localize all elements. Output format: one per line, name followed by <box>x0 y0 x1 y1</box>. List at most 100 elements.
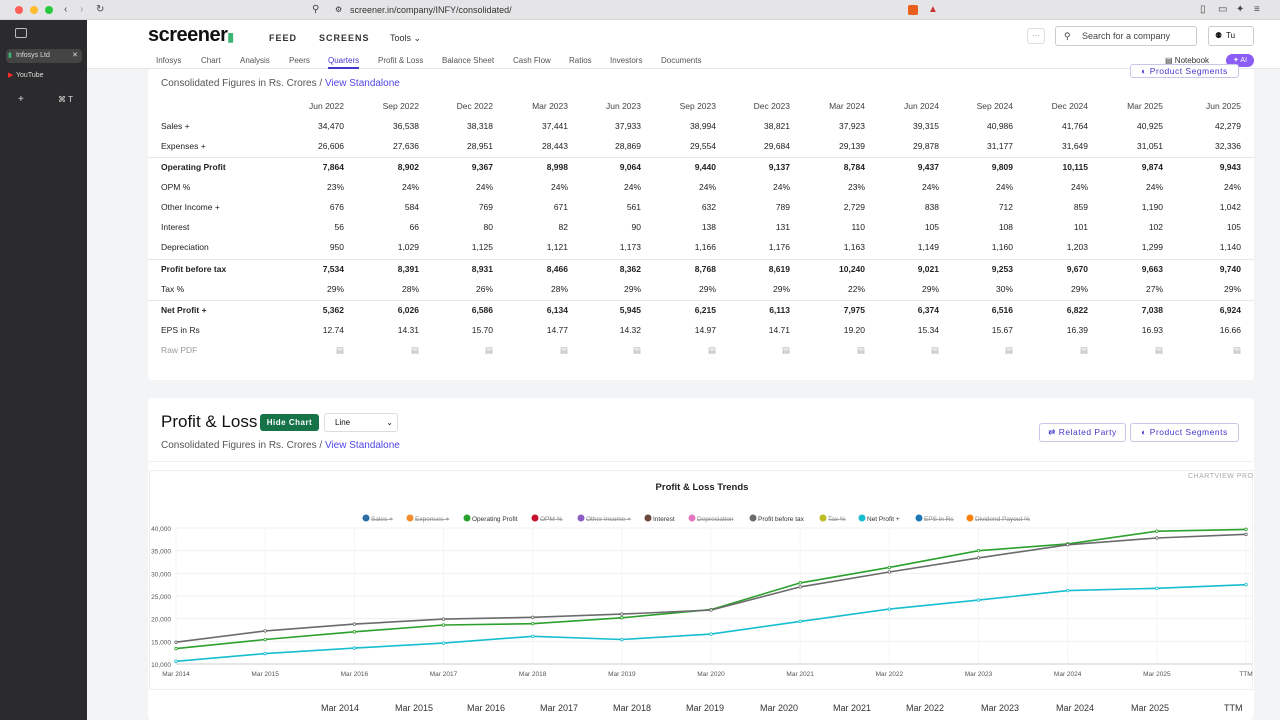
nav-feed[interactable]: FEED <box>269 33 298 43</box>
pdf-icon[interactable]: ▤ <box>707 345 716 355</box>
more-button[interactable]: ··· <box>1027 28 1045 44</box>
subnav-peers[interactable]: Peers <box>289 56 310 65</box>
table-cell: 108 <box>998 222 1013 232</box>
column-header[interactable]: Mar 2024 <box>829 101 865 111</box>
table-cell: 838 <box>924 202 939 212</box>
sidebar-panel-icon[interactable] <box>15 28 27 38</box>
tab-youtube[interactable]: ▶ YouTube <box>6 69 82 83</box>
address-bar[interactable]: ⚙ screener.in/company/INFY/consolidated/ <box>332 2 942 18</box>
rewards-icon[interactable]: ▲ <box>928 4 938 15</box>
subnav-balance-sheet[interactable]: Balance Sheet <box>442 56 495 65</box>
subnav-documents[interactable]: Documents <box>661 56 702 65</box>
logo-text: screener <box>148 24 228 46</box>
screener-logo[interactable]: screener▮ <box>148 24 234 47</box>
close-tab-icon[interactable]: ✕ <box>72 52 78 59</box>
maximize-window-button[interactable] <box>45 6 53 14</box>
column-header[interactable]: Dec 2022 <box>456 101 493 111</box>
pdf-icon[interactable]: ▤ <box>1154 345 1163 355</box>
tab-infosys[interactable]: ▮ Infosys Ltd ✕ <box>6 49 82 63</box>
column-header[interactable]: Sep 2023 <box>679 101 716 111</box>
segments-icon: ◐ <box>1141 66 1147 76</box>
forward-arrow-icon[interactable]: › <box>80 4 84 15</box>
pdf-icon[interactable]: ▤ <box>559 345 568 355</box>
subnav-ratios[interactable]: Ratios <box>569 56 592 65</box>
brave-shield-icon[interactable] <box>908 5 918 15</box>
site-info-icon[interactable]: ⚙ <box>335 5 343 14</box>
product-segments-button-top[interactable]: ◐ Product Segments <box>1130 64 1239 78</box>
pdf-icon[interactable]: ▤ <box>410 345 419 355</box>
leo-ai-icon[interactable]: ✦ <box>1236 4 1245 15</box>
subnav-profit-loss[interactable]: Profit & Loss <box>378 56 424 65</box>
subnav-investors[interactable]: Investors <box>610 56 643 65</box>
pdf-icon[interactable]: ▤ <box>484 345 493 355</box>
related-party-button[interactable]: ⇄ Related Party <box>1039 423 1126 442</box>
product-segments-button[interactable]: ◐ Product Segments <box>1130 423 1239 442</box>
table-cell: 29% <box>772 284 790 294</box>
close-window-button[interactable] <box>15 6 23 14</box>
search-input[interactable]: ⚲ Search for a company <box>1055 26 1197 46</box>
table-cell: 40,925 <box>1137 121 1163 131</box>
pdf-icon[interactable]: ▤ <box>930 345 939 355</box>
year-header: Mar 2014 <box>321 703 360 713</box>
notebook-icon: ▤ <box>1165 56 1173 65</box>
table-cell: 7,864 <box>322 162 344 172</box>
subnav-cash-flow[interactable]: Cash Flow <box>513 56 551 65</box>
nav-tools[interactable]: Tools ⌄ <box>390 33 421 44</box>
tab-tools-icon[interactable]: ⌘ T <box>58 95 73 104</box>
column-header[interactable]: Jun 2022 <box>309 101 344 111</box>
hide-chart-button[interactable]: Hide Chart <box>260 414 319 431</box>
user-menu-button[interactable]: ⚉ Tu <box>1208 26 1254 46</box>
column-header[interactable]: Sep 2022 <box>382 101 419 111</box>
pdf-icon[interactable]: ▤ <box>335 345 344 355</box>
table-cell: 38,994 <box>690 121 716 131</box>
column-header[interactable]: Jun 2023 <box>606 101 641 111</box>
column-header[interactable]: Mar 2023 <box>532 101 568 111</box>
row-label: Tax % <box>161 284 185 294</box>
table-cell: 632 <box>701 202 716 212</box>
table-cell: 1,160 <box>991 242 1013 252</box>
chart-type-select[interactable]: Line ⌄ <box>324 413 398 432</box>
column-header[interactable]: Sep 2024 <box>976 101 1013 111</box>
view-standalone-link[interactable]: View Standalone <box>324 440 400 451</box>
column-header[interactable]: Dec 2023 <box>753 101 790 111</box>
row-label[interactable]: Expenses + <box>161 141 206 151</box>
table-cell: 8,768 <box>694 264 716 274</box>
pdf-icon[interactable]: ▤ <box>781 345 790 355</box>
column-header[interactable]: Jun 2025 <box>1206 101 1241 111</box>
table-cell: 24% <box>1145 182 1163 192</box>
table-cell: 16.66 <box>1219 325 1241 335</box>
pdf-icon[interactable]: ▤ <box>1232 345 1241 355</box>
table-cell: 7,975 <box>843 305 865 315</box>
ai-button[interactable]: ✦ AI <box>1226 54 1254 67</box>
bookmark-icon[interactable]: ⚲ <box>312 4 320 15</box>
subnav-quarters[interactable]: Quarters <box>328 56 360 69</box>
pdf-icon[interactable]: ▤ <box>632 345 641 355</box>
column-header[interactable]: Dec 2024 <box>1051 101 1088 111</box>
subnav-analysis[interactable]: Analysis <box>240 56 270 65</box>
sidebar-toggle-icon[interactable]: ▯ <box>1200 4 1206 15</box>
wallet-icon[interactable]: ▭ <box>1218 4 1228 15</box>
row-label[interactable]: Sales + <box>161 121 190 131</box>
minimize-window-button[interactable] <box>30 6 38 14</box>
subnav-infosys[interactable]: Infosys <box>156 56 182 65</box>
nav-screens[interactable]: SCREENS <box>319 33 370 43</box>
row-label[interactable]: Other Income + <box>161 202 220 212</box>
view-standalone-link[interactable]: View Standalone <box>324 78 400 89</box>
row-label[interactable]: Net Profit + <box>161 305 207 315</box>
column-header[interactable]: Jun 2024 <box>904 101 939 111</box>
notebook-link[interactable]: ▤ Notebook <box>1165 56 1209 65</box>
subnav-chart[interactable]: Chart <box>201 56 221 65</box>
reload-icon[interactable]: ↻ <box>96 4 105 15</box>
pdf-icon[interactable]: ▤ <box>1004 345 1013 355</box>
table-cell: 31,649 <box>1062 141 1088 151</box>
quarterly-results-card <box>148 69 1254 380</box>
column-header[interactable]: Mar 2025 <box>1127 101 1163 111</box>
new-tab-icon[interactable]: + <box>18 94 24 105</box>
pdf-icon[interactable]: ▤ <box>1079 345 1088 355</box>
menu-icon[interactable]: ≡ <box>1254 4 1260 15</box>
pdf-icon[interactable]: ▤ <box>856 345 865 355</box>
year-header: Mar 2023 <box>981 703 1020 713</box>
quarters-subtitle: Consolidated Figures in Rs. Crores / Vie… <box>161 78 400 89</box>
table-cell: 90 <box>631 222 641 232</box>
back-arrow-icon[interactable]: ‹ <box>64 4 68 15</box>
